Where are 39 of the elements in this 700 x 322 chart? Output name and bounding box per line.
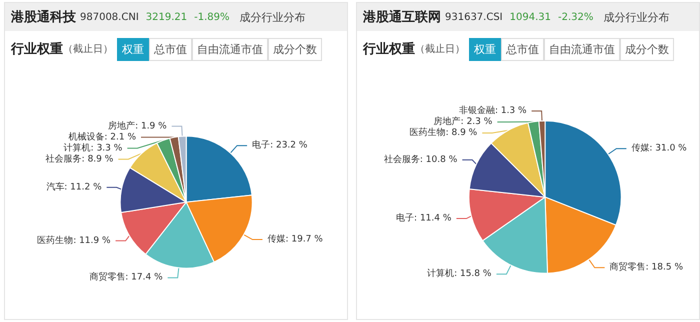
text: 行业权重 — [11, 40, 63, 58]
slice-label: 房地产: 1.9 % — [108, 120, 168, 132]
text: 总市值 — [149, 38, 192, 60]
text: 成分个数 — [620, 38, 674, 60]
chart-subtitle: 931637.CSI — [445, 12, 503, 22]
slice-label: 医药生物: 8.9 % — [410, 126, 478, 138]
text: 权重 — [117, 38, 149, 60]
text: -1.89% — [194, 12, 230, 22]
slice-label: 计算机: 15.8 % — [427, 268, 492, 280]
text: 3219.21 — [146, 12, 188, 22]
chart-subtitle: 987008.CNI — [80, 12, 139, 22]
text: 1094.31 — [510, 12, 551, 22]
text: 自由流通市值 — [192, 38, 268, 60]
text: 总市值 — [501, 38, 544, 60]
text: （截止日） — [415, 42, 465, 56]
text: -2.32% — [558, 12, 594, 22]
slice-label: 房地产: 2.3 % — [434, 116, 493, 127]
slice-label: 商贸零售: 17.4 % — [89, 272, 164, 283]
chart-title: 港股通互联网 — [363, 9, 441, 26]
slice-label: 社会服务: 8.9 % — [46, 153, 114, 164]
slice-label: 计算机: 3.3 % — [64, 142, 123, 154]
slice-label: 传媒: 19.7 % — [267, 234, 324, 245]
slice-label: 医药生物: 11.9 % — [37, 234, 111, 246]
slice-label: 社会服务: 10.8 % — [384, 154, 458, 165]
text: 成分行业分布 — [603, 10, 670, 24]
slice-label: 汽车: 11.2 % — [46, 181, 102, 192]
slice-label: 商贸零售: 18.5 % — [610, 262, 684, 273]
text: 自由流通市值 — [544, 38, 620, 60]
slice-label: 电子: 23.2 % — [252, 140, 308, 151]
slice-label: 电子: 11.4 % — [396, 212, 452, 224]
text: 成分个数 — [268, 38, 322, 60]
slice-label: 机械设备: 2.1 % — [68, 131, 136, 142]
slice-label: 传媒: 31.0 % — [631, 142, 688, 154]
slice-label: 非银金融: 1.3 % — [458, 104, 528, 116]
text: 成分行业分布 — [240, 10, 306, 24]
text: （截止日） — [63, 42, 113, 56]
text: 行业权重 — [363, 40, 415, 58]
text: 权重 — [469, 38, 501, 60]
chart-title: 港股通科技 — [11, 9, 76, 26]
